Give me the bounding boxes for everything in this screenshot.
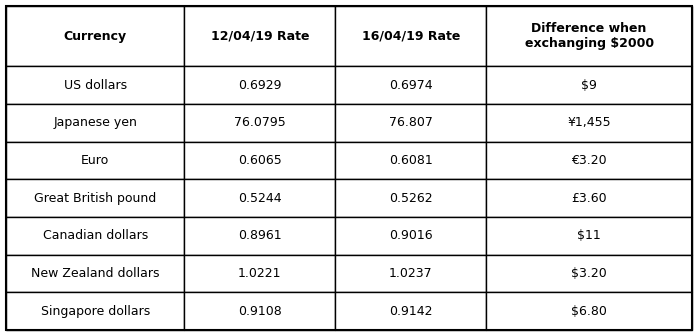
Bar	[6, 142, 184, 179]
Text: 76.807: 76.807	[389, 116, 433, 129]
Text: 0.6065: 0.6065	[238, 154, 282, 167]
Text: Euro: Euro	[81, 154, 110, 167]
Text: 0.9108: 0.9108	[238, 305, 282, 318]
Bar	[487, 255, 692, 292]
Bar	[335, 142, 487, 179]
Bar	[184, 66, 335, 104]
Bar	[487, 104, 692, 142]
Text: Singapore dollars: Singapore dollars	[40, 305, 150, 318]
Bar	[184, 142, 335, 179]
Bar	[184, 255, 335, 292]
Bar	[335, 66, 487, 104]
Bar	[184, 217, 335, 255]
Bar	[6, 66, 184, 104]
Text: 1.0237: 1.0237	[389, 267, 433, 280]
Bar	[487, 142, 692, 179]
Bar	[487, 6, 692, 66]
Bar	[487, 292, 692, 330]
Bar	[335, 292, 487, 330]
Text: £3.60: £3.60	[571, 192, 607, 205]
Bar	[6, 179, 184, 217]
Bar	[487, 179, 692, 217]
Text: 76.0795: 76.0795	[234, 116, 285, 129]
Bar	[6, 104, 184, 142]
Text: Difference when
exchanging $2000: Difference when exchanging $2000	[524, 22, 653, 50]
Text: 0.9142: 0.9142	[389, 305, 433, 318]
Bar	[6, 6, 184, 66]
Text: 0.6974: 0.6974	[389, 79, 433, 92]
Text: Canadian dollars: Canadian dollars	[43, 229, 148, 242]
Bar	[487, 66, 692, 104]
Text: Currency: Currency	[64, 30, 127, 43]
Text: 16/04/19 Rate: 16/04/19 Rate	[362, 30, 460, 43]
Text: 0.6929: 0.6929	[238, 79, 281, 92]
Text: ¥1,455: ¥1,455	[567, 116, 611, 129]
Bar	[184, 292, 335, 330]
Bar	[335, 104, 487, 142]
Text: $6.80: $6.80	[571, 305, 607, 318]
Bar	[184, 179, 335, 217]
Text: €3.20: €3.20	[571, 154, 607, 167]
Text: 12/04/19 Rate: 12/04/19 Rate	[211, 30, 309, 43]
Text: 0.5262: 0.5262	[389, 192, 433, 205]
Bar	[335, 255, 487, 292]
Bar	[335, 217, 487, 255]
Text: $11: $11	[577, 229, 601, 242]
Text: Great British pound: Great British pound	[34, 192, 156, 205]
Bar	[6, 217, 184, 255]
Bar	[184, 104, 335, 142]
Text: New Zealand dollars: New Zealand dollars	[31, 267, 159, 280]
Bar	[487, 217, 692, 255]
Bar	[6, 255, 184, 292]
Text: $3.20: $3.20	[571, 267, 607, 280]
Bar	[184, 6, 335, 66]
Bar	[335, 179, 487, 217]
Text: US dollars: US dollars	[64, 79, 127, 92]
Text: 0.9016: 0.9016	[389, 229, 433, 242]
Text: 0.8961: 0.8961	[238, 229, 281, 242]
Text: 0.5244: 0.5244	[238, 192, 281, 205]
Text: Japanese yen: Japanese yen	[53, 116, 137, 129]
Bar	[6, 292, 184, 330]
Text: 1.0221: 1.0221	[238, 267, 281, 280]
Text: $9: $9	[581, 79, 597, 92]
Bar	[335, 6, 487, 66]
Text: 0.6081: 0.6081	[389, 154, 433, 167]
